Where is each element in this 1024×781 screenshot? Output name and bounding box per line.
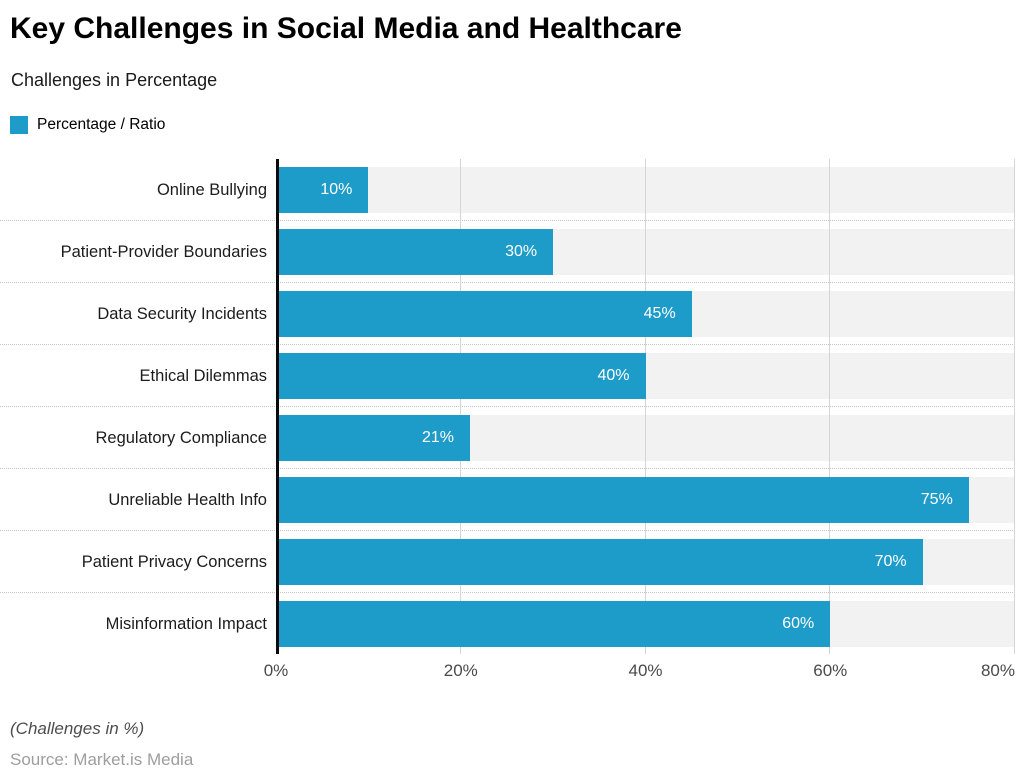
table-row: Unreliable Health Info 75% bbox=[0, 469, 1015, 531]
category-label: Data Security Incidents bbox=[97, 304, 267, 323]
bar-track: 21% bbox=[276, 414, 1015, 461]
table-row: Regulatory Compliance 21% bbox=[0, 407, 1015, 469]
bar: 30% bbox=[276, 228, 554, 275]
bar-track: 70% bbox=[276, 538, 1015, 585]
table-row: Ethical Dilemmas 40% bbox=[0, 345, 1015, 407]
chart-subtitle: Challenges in Percentage bbox=[11, 70, 218, 90]
bar-track: 40% bbox=[276, 352, 1015, 399]
page-title: Key Challenges in Social Media and Healt… bbox=[10, 12, 682, 45]
chart-legend: Percentage / Ratio bbox=[10, 115, 1024, 134]
category-label: Ethical Dilemmas bbox=[139, 366, 267, 385]
bar-value-label: 45% bbox=[643, 304, 676, 322]
legend-swatch-icon bbox=[10, 115, 28, 134]
x-tick-label: 20% bbox=[443, 661, 478, 680]
chart-footnote: (Challenges in %) bbox=[10, 719, 145, 738]
bar-value-label: 30% bbox=[505, 242, 538, 260]
bar: 21% bbox=[276, 414, 470, 461]
bar-value-label: 21% bbox=[421, 428, 454, 446]
category-label: Regulatory Compliance bbox=[95, 428, 267, 447]
x-tick-label: 80% bbox=[980, 661, 1015, 680]
table-row: Patient-Provider Boundaries 30% bbox=[0, 221, 1015, 283]
bar-value-label: 10% bbox=[320, 180, 353, 198]
bar-track: 75% bbox=[276, 476, 1015, 523]
bar: 60% bbox=[276, 600, 831, 647]
category-label: Misinformation Impact bbox=[105, 614, 267, 633]
bar-chart: Online Bullying 10% Patient-Provider Bou… bbox=[0, 159, 1015, 654]
chart-page: Key Challenges in Social Media and Healt… bbox=[0, 10, 1024, 781]
bar-value-label: 60% bbox=[782, 614, 815, 632]
y-axis-line bbox=[276, 159, 279, 654]
category-label: Unreliable Health Info bbox=[108, 490, 267, 509]
bar: 45% bbox=[276, 290, 692, 337]
bar-track: 30% bbox=[276, 228, 1015, 275]
chart-rows: Online Bullying 10% Patient-Provider Bou… bbox=[0, 159, 1015, 654]
source-credit: Source: Market.is Media bbox=[10, 750, 194, 769]
x-axis: 0% 20% 40% 60% 80% bbox=[264, 654, 1015, 686]
category-label: Patient Privacy Concerns bbox=[81, 552, 267, 571]
category-label: Online Bullying bbox=[156, 180, 267, 199]
legend-label: Percentage / Ratio bbox=[37, 115, 166, 133]
bar: 70% bbox=[276, 538, 923, 585]
x-tick-label: 0% bbox=[263, 661, 289, 680]
bar: 40% bbox=[276, 352, 646, 399]
bar: 10% bbox=[276, 166, 369, 213]
table-row: Online Bullying 10% bbox=[0, 159, 1015, 221]
category-label: Patient-Provider Boundaries bbox=[60, 242, 267, 261]
table-row: Patient Privacy Concerns 70% bbox=[0, 531, 1015, 593]
bar-track: 10% bbox=[276, 166, 1015, 213]
table-row: Data Security Incidents 45% bbox=[0, 283, 1015, 345]
bar-track: 45% bbox=[276, 290, 1015, 337]
bar-value-label: 40% bbox=[597, 366, 630, 384]
bar-track: 60% bbox=[276, 600, 1015, 647]
bar: 75% bbox=[276, 476, 969, 523]
x-tick-label: 40% bbox=[628, 661, 663, 680]
table-row: Misinformation Impact 60% bbox=[0, 593, 1015, 654]
bar-value-label: 75% bbox=[920, 490, 953, 508]
bar-value-label: 70% bbox=[874, 552, 907, 570]
x-tick-label: 60% bbox=[813, 661, 848, 680]
